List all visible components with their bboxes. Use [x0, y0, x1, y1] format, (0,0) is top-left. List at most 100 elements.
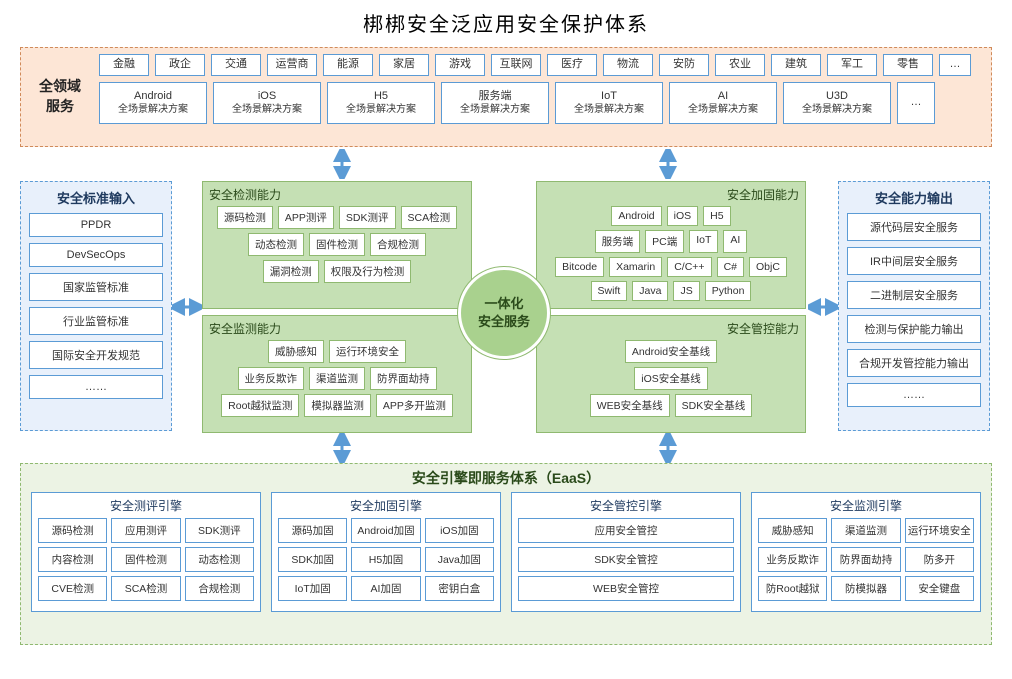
capability-chip: Android: [611, 206, 661, 226]
capability-monitor: 安全监测能力 威胁感知运行环境安全业务反欺诈渠道监测防界面劫持Root越狱监测模…: [202, 315, 472, 433]
eaas-column: 安全监测引擎威胁感知渠道监测运行环境安全业务反欺诈防界面劫持防多开防Root越狱…: [751, 492, 981, 612]
industry-chip: 能源: [323, 54, 373, 76]
side-item: 国家监管标准: [29, 273, 163, 301]
industry-chip: 运营商: [267, 54, 317, 76]
industry-chip: 金融: [99, 54, 149, 76]
eaas-chip: 应用测评: [111, 518, 180, 543]
capability-chip: 源码检测: [217, 206, 273, 229]
capability-chip: H5: [703, 206, 730, 226]
eaas-column: 安全测评引擎源码检测应用测评SDK测评内容检测固件检测动态检测CVE检测SCA检…: [31, 492, 261, 612]
platform-chip: 服务端全场景解决方案: [441, 82, 549, 124]
side-item: 合规开发管控能力输出: [847, 349, 981, 377]
capability-chip: Android安全基线: [625, 340, 717, 363]
capability-chip: SDK安全基线: [675, 394, 753, 417]
industries-row: 金融政企交通运营商能源家居游戏互联网医疗物流安防农业建筑军工零售…: [99, 54, 983, 76]
eaas-chip: 合规检测: [185, 576, 254, 601]
left-title: 安全标准输入: [29, 188, 163, 207]
capability-chip: IoT: [689, 230, 718, 253]
capability-chip: WEB安全基线: [590, 394, 670, 417]
eaas-chip: AI加固: [351, 576, 420, 601]
capability-chip: Python: [705, 281, 752, 301]
side-item: 检测与保护能力输出: [847, 315, 981, 343]
arrow-top-left: [330, 149, 354, 179]
eaas-chip: iOS加固: [425, 518, 494, 543]
platform-chip: IoT全场景解决方案: [555, 82, 663, 124]
platform-chip: Android全场景解决方案: [99, 82, 207, 124]
eaas-chip: 防界面劫持: [831, 547, 900, 572]
industry-chip: 安防: [659, 54, 709, 76]
eaas-col-title: 安全测评引擎: [38, 497, 254, 514]
side-item: 源代码层安全服务: [847, 213, 981, 241]
cap-title: 安全管控能力: [543, 320, 799, 337]
side-item: DevSecOps: [29, 243, 163, 267]
capability-chip: C/C++: [667, 257, 711, 277]
eaas-chip: CVE检测: [38, 576, 107, 601]
capability-chip: 模拟器监测: [304, 394, 371, 417]
eaas-chip: SDK加固: [278, 547, 347, 572]
industry-chip: 家居: [379, 54, 429, 76]
capability-chip: 漏洞检测: [263, 260, 319, 283]
side-item: 国际安全开发规范: [29, 341, 163, 369]
industry-chip: 农业: [715, 54, 765, 76]
industry-chip: 物流: [603, 54, 653, 76]
side-item: 行业监管标准: [29, 307, 163, 335]
capability-chip: 服务端: [595, 230, 641, 253]
side-item: IR中间层安全服务: [847, 247, 981, 275]
capability-chip: iOS安全基线: [634, 367, 708, 390]
capability-chip: APP多开监测: [376, 394, 453, 417]
capability-chip: APP测评: [278, 206, 334, 229]
platform-chip: iOS全场景解决方案: [213, 82, 321, 124]
platform-more: …: [897, 82, 935, 124]
eaas-chip: 源码检测: [38, 518, 107, 543]
left-input-box: 安全标准输入 PPDR DevSecOps 国家监管标准行业监管标准国际安全开发规范…: [20, 181, 172, 431]
eaas-chip: 安全键盘: [905, 576, 974, 601]
eaas-title: 安全引擎即服务体系（EaaS）: [31, 468, 981, 488]
capability-chip: PC端: [645, 230, 684, 253]
eaas-chip: 动态检测: [185, 547, 254, 572]
cap-title: 安全监测能力: [209, 320, 465, 337]
capability-chip: Swift: [591, 281, 628, 301]
side-item: ……: [29, 375, 163, 399]
eaas-chip: 渠道监测: [831, 518, 900, 543]
diagram-canvas: 全领域服务 金融政企交通运营商能源家居游戏互联网医疗物流安防农业建筑军工零售… …: [0, 43, 1012, 679]
arrow-left: [172, 295, 202, 319]
capability-chip: Java: [632, 281, 668, 301]
eaas-chip: SDK安全管控: [518, 547, 734, 572]
page-title: 梆梆安全泛应用安全保护体系: [0, 0, 1012, 43]
top-domain-box: 全领域服务 金融政企交通运营商能源家居游戏互联网医疗物流安防农业建筑军工零售… …: [20, 47, 992, 147]
capability-chip: Xamarin: [609, 257, 662, 277]
capability-chip: JS: [673, 281, 699, 301]
eaas-chip: WEB安全管控: [518, 576, 734, 601]
capability-chip: 合规检测: [370, 233, 426, 256]
industry-chip: 互联网: [491, 54, 541, 76]
top-content: 金融政企交通运营商能源家居游戏互联网医疗物流安防农业建筑军工零售… Androi…: [99, 48, 991, 146]
center-circle: 一体化安全服务: [458, 267, 550, 359]
eaas-chip: 应用安全管控: [518, 518, 734, 543]
industry-chip: 零售: [883, 54, 933, 76]
eaas-chip: Java加固: [425, 547, 494, 572]
cap-title: 安全检测能力: [209, 186, 465, 203]
capability-control: 安全管控能力 Android安全基线 iOS安全基线 WEB安全基线SDK安全基线: [536, 315, 806, 433]
eaas-chip: 防模拟器: [831, 576, 900, 601]
capability-chip: 防界面劫持: [370, 367, 437, 390]
capability-chip: Bitcode: [555, 257, 604, 277]
eaas-chip: 固件检测: [111, 547, 180, 572]
arrow-top-right: [656, 149, 680, 179]
arrow-right: [808, 295, 838, 319]
capability-chip: 业务反欺诈: [238, 367, 305, 390]
side-item: PPDR: [29, 213, 163, 237]
eaas-chip: 防多开: [905, 547, 974, 572]
eaas-chip: SDK测评: [185, 518, 254, 543]
side-item: 二进制层安全服务: [847, 281, 981, 309]
right-output-box: 安全能力输出 源代码层安全服务 IR中间层安全服务二进制层安全服务检测与保护能力输…: [838, 181, 990, 431]
cap-title: 安全加固能力: [543, 186, 799, 203]
platform-chip: H5全场景解决方案: [327, 82, 435, 124]
right-title: 安全能力输出: [847, 188, 981, 207]
platforms-row: Android全场景解决方案iOS全场景解决方案H5全场景解决方案服务端全场景解…: [99, 82, 983, 124]
industry-chip: 游戏: [435, 54, 485, 76]
capability-chip: 固件检测: [309, 233, 365, 256]
capability-chip: 渠道监测: [309, 367, 365, 390]
capability-chip: ObjC: [749, 257, 787, 277]
eaas-box: 安全引擎即服务体系（EaaS） 安全测评引擎源码检测应用测评SDK测评内容检测固…: [20, 463, 992, 645]
arrow-bottom-right: [656, 433, 680, 463]
